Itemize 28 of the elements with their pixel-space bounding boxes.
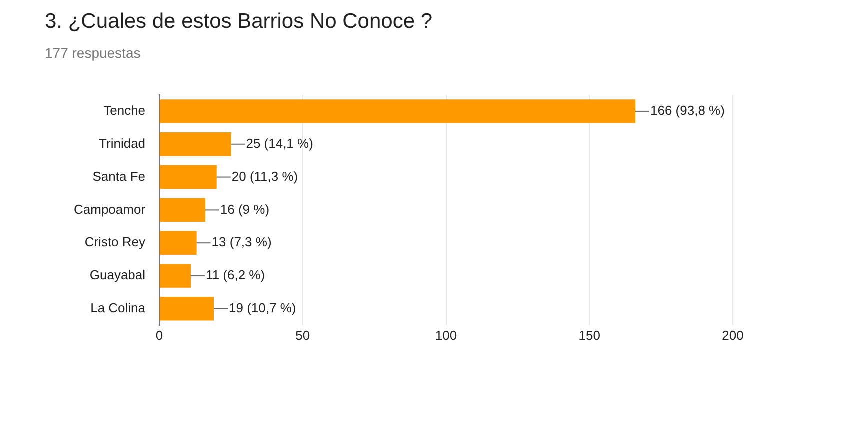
y-tick-label: La Colina xyxy=(90,300,146,316)
y-tick-label: Santa Fe xyxy=(92,168,146,184)
bar xyxy=(160,198,206,222)
x-tick-label: 50 xyxy=(296,328,310,343)
bar xyxy=(160,231,197,255)
x-tick-label: 150 xyxy=(578,328,600,343)
data-label: 166 (93,8 %) xyxy=(650,103,725,118)
y-tick-label: Guayabal xyxy=(90,268,146,283)
x-tick-label: 200 xyxy=(722,328,744,343)
chart-subtitle: 177 respuestas xyxy=(45,45,141,61)
y-tick-label: Trinidad xyxy=(99,136,146,151)
x-tick-label: 100 xyxy=(435,328,458,343)
y-tick-label: Campoamor xyxy=(74,202,146,217)
data-label: 25 (14,1 %) xyxy=(246,136,314,151)
chart-title: 3. ¿Cuales de estos Barrios No Conoce ? xyxy=(45,10,433,34)
data-label: 16 (9 %) xyxy=(220,202,270,217)
bar xyxy=(160,165,217,190)
bar xyxy=(160,100,636,124)
data-label: 19 (10,7 %) xyxy=(229,300,296,316)
y-tick-label: Tenche xyxy=(104,103,146,118)
data-label: 13 (7,3 %) xyxy=(212,234,272,250)
bar xyxy=(160,297,214,321)
y-tick-label: Cristo Rey xyxy=(84,234,146,250)
bar xyxy=(160,264,192,288)
bar xyxy=(160,132,232,156)
data-label: 20 (11,3 %) xyxy=(232,168,298,184)
data-label: 11 (6,2 %) xyxy=(206,268,266,283)
x-tick-label: 0 xyxy=(156,328,164,343)
